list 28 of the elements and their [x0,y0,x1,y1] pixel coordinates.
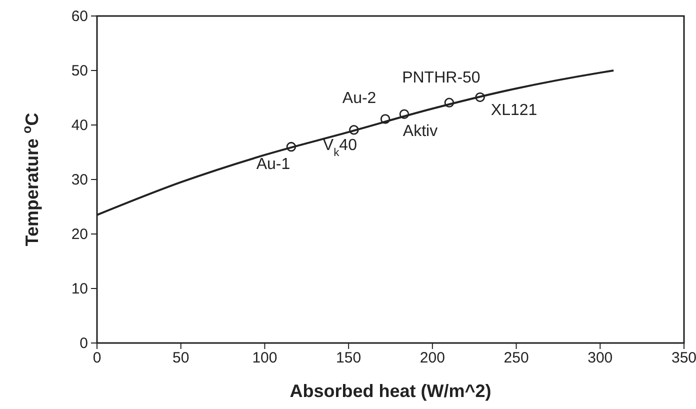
x-tick-label: 300 [588,350,613,367]
x-axis-title: Absorbed heat (W/m^2) [290,381,492,401]
x-tick-label: 50 [172,350,190,367]
annotation: Au-1 [256,156,290,173]
y-tick-label: 0 [80,334,88,352]
y-tick-label: 60 [71,8,88,25]
point [380,114,390,124]
x-tick-label: 350 [671,350,696,367]
y-tick-label: 40 [71,116,88,134]
point [444,98,454,108]
annotation: XL121 [490,102,538,120]
x-tick-label: 250 [504,350,529,367]
point [349,125,359,135]
point [399,109,410,119]
y-tick-label: 50 [71,62,88,80]
annotation: Au-2 [342,90,376,108]
x-tick-label: 0 [92,350,102,367]
x-tick-label: 100 [252,350,278,367]
point [286,142,296,152]
x-tick-label: 150 [336,350,362,367]
point [475,92,485,102]
x-tick-label: 200 [420,350,445,367]
annotation: Aktiv [402,123,438,140]
y-tick-label: 30 [71,171,88,188]
y-tick-label: 10 [71,280,88,298]
y-tick-label: 20 [71,226,88,243]
annotation: V$_{k}$40 [322,136,358,159]
annotation: PNTHR-50 [402,70,480,87]
